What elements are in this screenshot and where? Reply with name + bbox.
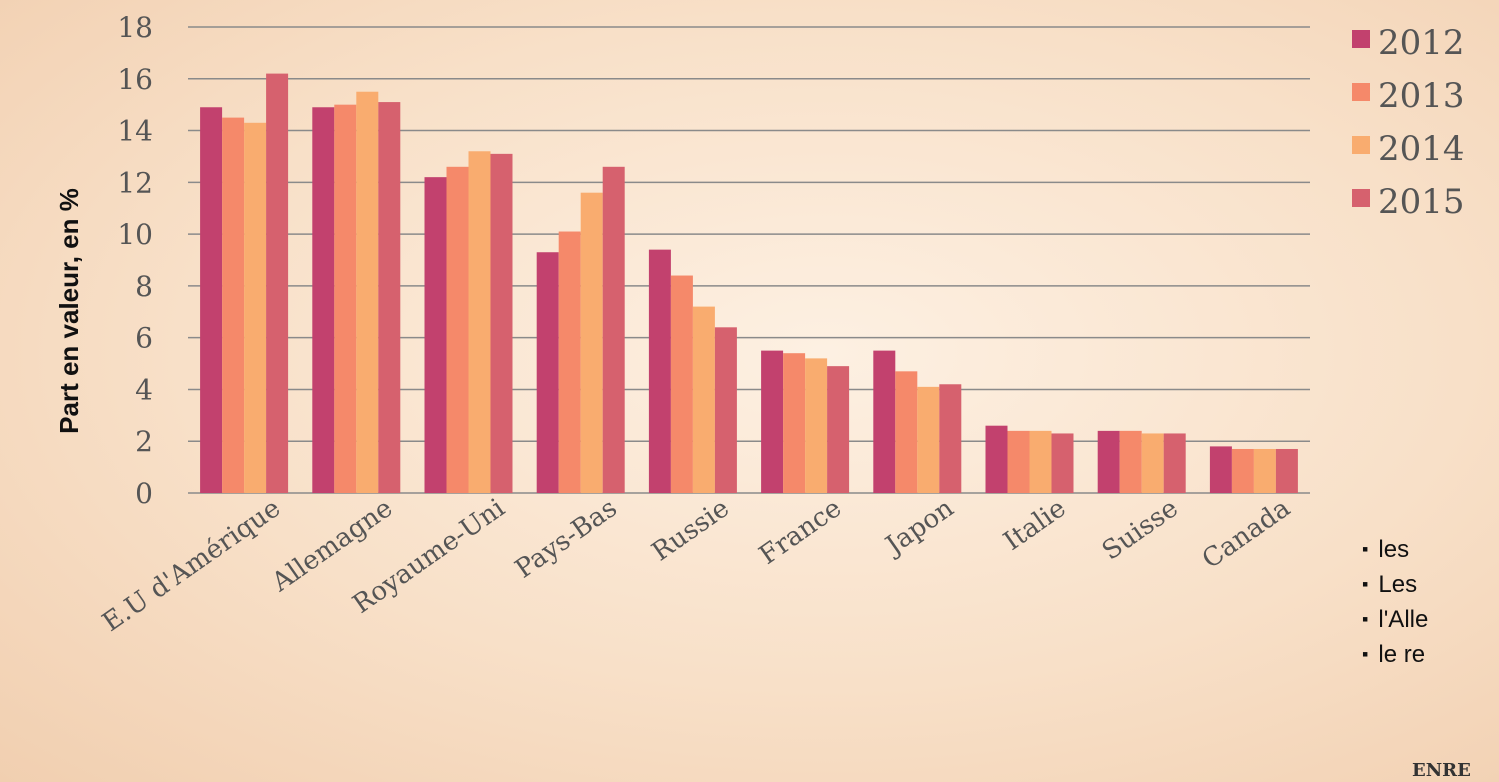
bar (827, 366, 850, 493)
bar (917, 386, 940, 493)
bullet-list: les Les l'Alle le re (1362, 532, 1499, 672)
bar (1141, 433, 1164, 493)
bar (266, 73, 289, 493)
bar (312, 107, 335, 493)
y-tick-label: 18 (117, 11, 153, 44)
y-tick-labels: 0 2 4 6 8 10 12 14 16 18 (117, 11, 153, 510)
legend-swatch (1352, 189, 1370, 207)
bullet-item: Les (1362, 567, 1499, 602)
bar (424, 177, 447, 493)
category-label: Pays-Bas (510, 493, 623, 584)
bar (714, 327, 737, 493)
bar (536, 252, 559, 493)
bar (692, 306, 715, 493)
bar (1119, 430, 1142, 493)
y-tick-label: 0 (135, 477, 153, 510)
bar (648, 249, 671, 493)
bullet-item: les (1362, 532, 1499, 567)
bar (670, 275, 693, 493)
legend-swatch (1352, 136, 1370, 154)
bar (200, 107, 223, 493)
bar (222, 117, 245, 493)
y-axis-label: Part en valeur, en % (54, 188, 84, 434)
bar (1275, 448, 1298, 493)
y-tick-label: 2 (135, 425, 153, 458)
y-tick-label: 4 (135, 373, 153, 406)
bar (446, 166, 469, 494)
bar (558, 231, 581, 493)
bar (1007, 430, 1030, 493)
bar (761, 350, 784, 493)
legend-swatch (1352, 30, 1370, 48)
legend-label: 2015 (1378, 182, 1465, 222)
bar (490, 153, 513, 493)
legend-label: 2014 (1378, 129, 1465, 169)
legend-label: 2012 (1378, 23, 1465, 63)
bar (580, 192, 603, 493)
bar (783, 353, 806, 493)
footer-text: ENRE (1412, 760, 1471, 781)
category-label: Japon (878, 493, 959, 562)
category-label: E.U d'Amérique (97, 493, 286, 638)
bar (602, 166, 625, 494)
bar (805, 358, 828, 493)
bar (356, 91, 379, 493)
category-label: Italie (998, 493, 1071, 557)
y-tick-label: 10 (117, 218, 153, 251)
y-tick-label: 16 (117, 63, 153, 96)
bars (200, 73, 1298, 494)
y-tick-label: 6 (135, 322, 153, 355)
bar (1209, 446, 1232, 493)
category-label: France (754, 493, 847, 571)
bar (1163, 433, 1186, 493)
bullet-item: le re (1362, 637, 1499, 672)
legend-label: 2013 (1378, 76, 1465, 116)
bar (985, 425, 1008, 493)
bar (1231, 448, 1254, 493)
bar (468, 151, 491, 493)
bar (873, 350, 896, 493)
category-label: Suisse (1097, 493, 1184, 566)
bar (1097, 430, 1120, 493)
bullet-item: l'Alle (1362, 602, 1499, 637)
bar (334, 104, 357, 494)
bar (939, 384, 962, 493)
y-tick-label: 14 (117, 115, 153, 148)
legend-swatch (1352, 83, 1370, 101)
y-tick-label: 12 (117, 166, 153, 199)
y-tick-label: 8 (135, 270, 153, 303)
category-label: Russie (647, 493, 735, 567)
bar (378, 102, 401, 494)
legend: 2012 2013 2014 2015 (1352, 23, 1465, 222)
bar (244, 122, 267, 494)
bar (1253, 448, 1276, 493)
bar (1051, 433, 1074, 493)
bar (1029, 430, 1052, 493)
category-label: Canada (1197, 493, 1296, 575)
bar (895, 371, 918, 493)
